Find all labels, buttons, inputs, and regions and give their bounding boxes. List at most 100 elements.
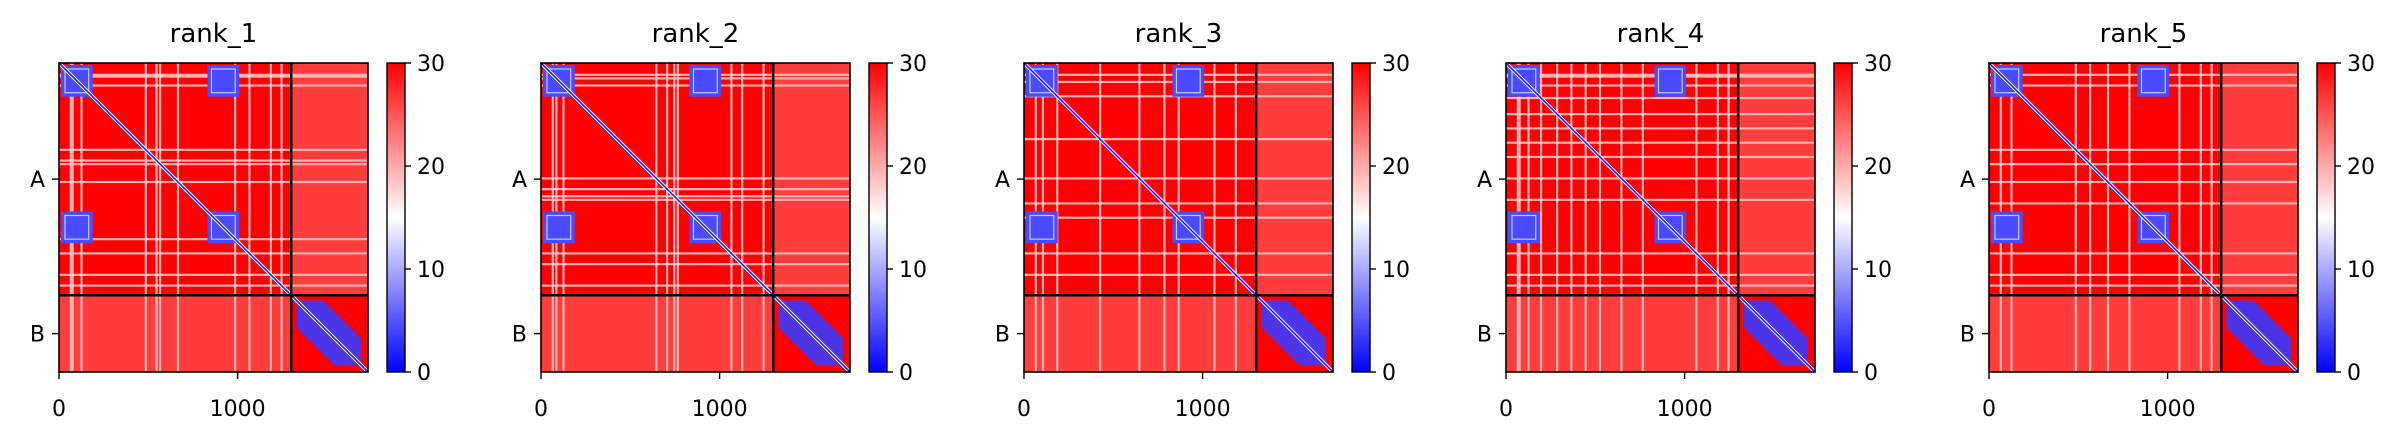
heatmap-block — [2137, 65, 2170, 97]
colorbar-tick-label: 30 — [2347, 52, 2375, 77]
heatmap-block-grid — [1511, 68, 1537, 94]
heatmap-stripe — [1989, 252, 2298, 255]
heatmap-panel: rank_3 0 1000 A B 0 10 20 30 — [995, 19, 1410, 422]
y-tick-label: B — [512, 323, 527, 348]
heatmap-stripe — [541, 252, 850, 255]
colorbar-tick-label: 0 — [899, 361, 913, 386]
heatmap-stripe — [1989, 284, 2298, 287]
colorbar — [868, 62, 888, 373]
heatmap-block — [1026, 211, 1058, 244]
panel-title: rank_3 — [1135, 19, 1223, 49]
heatmap-stripe — [59, 252, 368, 255]
heatmap-block-grid — [64, 214, 90, 240]
colorbar-tick-label: 0 — [2347, 361, 2361, 386]
heatmap-stripe — [1506, 252, 1815, 255]
heatmap-texture — [59, 295, 292, 372]
heatmap-stripe — [676, 63, 679, 372]
x-tick-label: 1000 — [692, 397, 748, 422]
colorbar-tick-label: 30 — [417, 52, 445, 77]
heatmap-block — [1172, 65, 1205, 97]
heatmap-stripe — [673, 63, 676, 372]
heatmap-stripe — [248, 63, 251, 372]
heatmap-stripe — [541, 198, 850, 201]
heatmap-block-grid — [546, 214, 572, 240]
colorbar-tick-label: 30 — [1864, 52, 1892, 77]
heatmap-stripe — [1989, 180, 2298, 184]
heatmap-diagonal — [540, 62, 851, 373]
heatmap-stripe — [59, 159, 368, 162]
heatmap-stripe — [155, 63, 158, 372]
heatmap-diagonal — [58, 62, 369, 373]
heatmap-stripe — [741, 63, 744, 372]
heatmap-block-grid — [692, 214, 718, 240]
heatmap-stripe — [1506, 127, 1815, 130]
heatmap-panel: rank_1 0 1000 A B 0 10 20 30 — [30, 19, 445, 422]
plot-frame — [1023, 62, 1334, 373]
heatmap-stripe — [1598, 63, 1602, 372]
heatmap-diagonal — [1505, 62, 1816, 373]
plot-frame — [1505, 62, 1816, 373]
heatmap-texture — [1989, 295, 2222, 372]
heatmap-stripe — [1727, 63, 1730, 372]
colorbar-tick-label: 0 — [1382, 361, 1396, 386]
heatmap-stripe — [541, 177, 850, 180]
heatmap-stripe — [1570, 63, 1573, 372]
y-tick-label: A — [1960, 168, 1975, 193]
heatmap-stripe — [144, 63, 147, 372]
heatmap-block-grid — [692, 68, 718, 94]
heatmap-stripe — [1506, 198, 1815, 201]
x-tick-label: 0 — [52, 397, 66, 422]
heatmap-stripe — [59, 163, 368, 166]
heatmap-block-grid — [64, 68, 90, 94]
heatmap-stripe — [1989, 202, 2298, 205]
heatmap-stripe — [176, 63, 180, 372]
colorbar-tick-label: 10 — [1864, 258, 1892, 283]
heatmap-stripe — [2106, 63, 2110, 372]
heatmap-stripe — [59, 180, 368, 184]
heatmap-stripe — [762, 63, 765, 372]
plot-frame — [540, 62, 851, 373]
heatmap-stripe — [1989, 163, 2298, 166]
colorbar-tick-label: 0 — [1864, 361, 1878, 386]
colorbar — [386, 62, 406, 373]
heatmap-stripe — [1506, 141, 1815, 144]
heatmap-stripe — [541, 188, 850, 191]
heatmap-stripe — [666, 63, 669, 372]
heatmap-stripe — [2199, 63, 2202, 372]
heatmap-block-grid — [210, 214, 236, 240]
x-tick-label: 1000 — [1657, 397, 1713, 422]
x-tick-label: 1000 — [2140, 397, 2196, 422]
heatmap-panel: rank_4 0 1000 A B 0 10 20 30 — [1477, 19, 1892, 422]
heatmap-diagonal — [1988, 62, 2299, 373]
heatmap-stripe — [59, 148, 368, 151]
heatmap-stripe — [2210, 63, 2213, 372]
heatmap-block — [543, 211, 575, 244]
heatmap-stripe — [1716, 63, 1719, 372]
colorbar-tick-label: 20 — [1382, 155, 1410, 180]
plot-frame — [1988, 62, 2299, 373]
heatmap-stripe — [159, 63, 162, 372]
panel-title: rank_4 — [1617, 19, 1705, 49]
heatmap-block — [1654, 65, 1687, 97]
heatmap-stripe — [1539, 63, 1543, 372]
heatmap-stripe — [280, 63, 283, 372]
y-tick-label: A — [995, 168, 1010, 193]
plot-frame — [58, 62, 369, 373]
heatmap-stripe — [1584, 63, 1587, 372]
colorbar-tick-label: 10 — [899, 258, 927, 283]
heatmap-block-grid — [1994, 214, 2020, 240]
colorbar-tick-label: 10 — [2347, 258, 2375, 283]
heatmap-stripe — [1506, 155, 1815, 159]
heatmap-diagonal — [1023, 62, 1334, 373]
colorbar-tick-label: 20 — [1864, 155, 1892, 180]
heatmap-block — [207, 65, 240, 97]
x-tick-label: 0 — [1499, 397, 1513, 422]
colorbar-tick-label: 20 — [417, 155, 445, 180]
heatmap-stripe — [2074, 63, 2077, 372]
heatmap-stripe — [1989, 148, 2298, 151]
y-tick-label: A — [1477, 168, 1492, 193]
y-tick-label: B — [995, 323, 1010, 348]
heatmap-block-grid — [1657, 214, 1683, 240]
heatmap-texture — [291, 63, 368, 296]
